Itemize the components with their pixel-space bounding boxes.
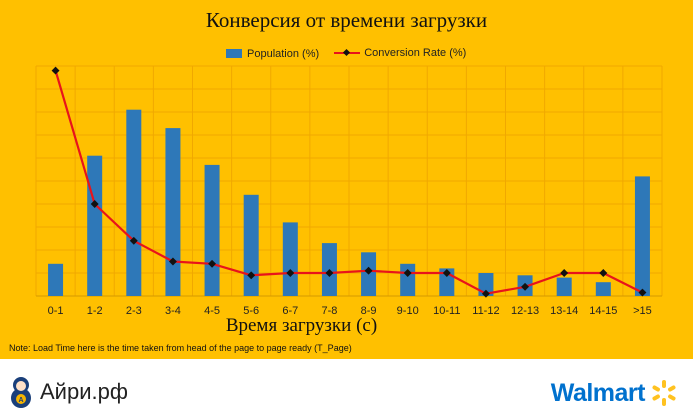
x-tick-label: 2-3 [126, 305, 142, 317]
conversion-point-5-6 [247, 271, 256, 280]
airi-brand-text: Айри.рф [40, 379, 128, 404]
chart-svg: 0-1 1-2 2-3 3-4 4-5 5-6 6-7 7-8 8-9 9-10 10-11 11-1… [35, 65, 663, 317]
x-tick-label: 3-4 [165, 305, 181, 317]
x-tick-label: 0-1 [48, 305, 64, 317]
chart-note: Note: Load Time here is the time taken f… [0, 337, 693, 359]
conversion-point-13-14 [560, 269, 569, 277]
conversion-point-8-9 [364, 266, 373, 275]
airi-brand[interactable]: A Айри.рф [10, 376, 128, 408]
bar-5-6 [243, 194, 259, 296]
x-tick-label: 10-11 [433, 305, 460, 317]
conversion-point-0-1 [51, 66, 60, 75]
bar-9-10 [400, 263, 416, 296]
bar-11-12 [478, 273, 494, 296]
conversion-point-2-3 [129, 236, 138, 245]
x-tick-label: 7-8 [321, 305, 337, 317]
matryoshka-icon: A [11, 377, 31, 408]
x-axis-label: Время загрузки (с) [225, 315, 378, 336]
bar-14-15 [595, 282, 611, 296]
legend-label-population: Population (%) [247, 47, 320, 60]
spark-icon [652, 380, 676, 406]
x-tick-label: 12-13 [511, 305, 539, 317]
x-tick-label: 11-12 [472, 305, 499, 317]
footer: A Айри.рф Walmart [0, 370, 693, 419]
x-tick-label: 1-2 [87, 305, 103, 317]
conversion-point-11-12 [481, 289, 490, 298]
svg-text:A: A [18, 397, 23, 404]
walmart-brand-text: Walmart [550, 378, 646, 407]
x-tick-label: 8-9 [361, 305, 377, 317]
conversion-point-4-5 [208, 259, 217, 268]
legend-item-population: Population (%) [226, 48, 319, 60]
bar-13-14 [556, 277, 572, 296]
legend-label-conversion: Conversion Rate (%) [364, 47, 467, 59]
x-tick-label: >15 [633, 305, 652, 317]
conversion-line [54, 70, 643, 295]
bar-4-5 [204, 164, 220, 296]
conversion-point-14-15 [599, 269, 608, 277]
conversion-point-9-10 [403, 269, 412, 277]
conversion-point-6-7 [286, 269, 295, 277]
conversion-point-10-11 [442, 269, 451, 277]
x-tick-label: 5-6 [243, 305, 259, 317]
legend-swatch-line [334, 48, 361, 58]
bar-1-2 [87, 155, 103, 296]
conversion-point-3-4 [168, 257, 177, 266]
legend-item-conversion: Conversion Rate (%) [334, 47, 466, 59]
chart-legend: Population (%) Conversion Rate (%) [226, 47, 478, 61]
bar-6-7 [282, 222, 298, 296]
conversion-point-7-8 [325, 269, 334, 277]
bar->15 [634, 176, 650, 296]
chart-title: Конверсия от времени загрузки [205, 8, 488, 32]
conversion-point-1-2 [90, 200, 99, 208]
x-tick-label: 9-10 [397, 305, 419, 317]
x-tick-label: 4-5 [204, 305, 220, 317]
bar-0-1 [48, 263, 64, 296]
bar-3-4 [165, 128, 181, 296]
bar-2-3 [126, 109, 142, 296]
walmart-brand[interactable]: Walmart [551, 378, 679, 408]
x-tick-label: 14-15 [589, 305, 617, 317]
x-tick-label: 13-14 [550, 305, 578, 317]
x-tick-label: 6-7 [282, 305, 298, 317]
legend-swatch-bar [226, 49, 242, 58]
